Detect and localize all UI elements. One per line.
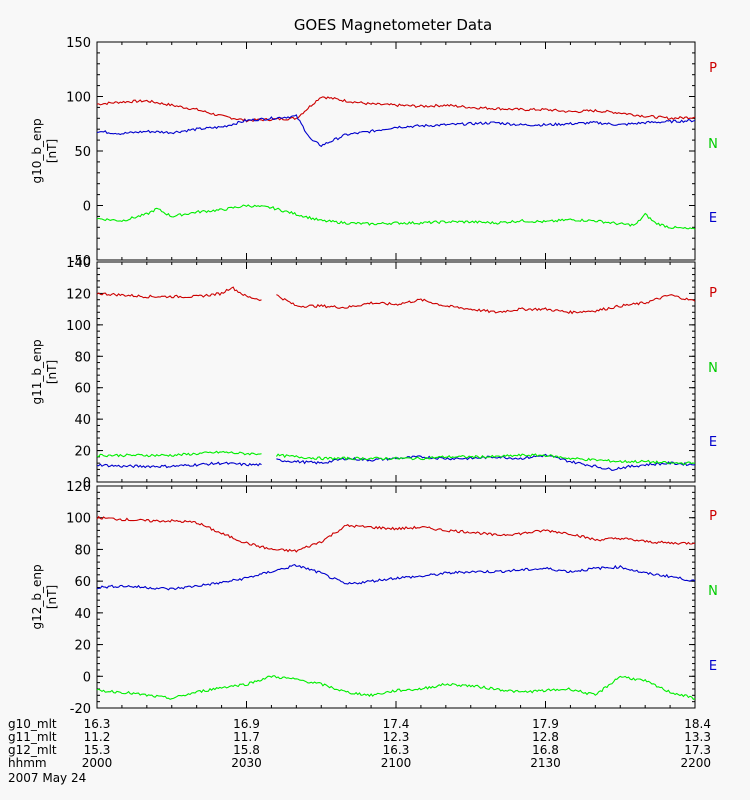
date-label: 2007 May 24 <box>8 771 86 785</box>
x-axis-info-rows: g10_mlt 16.3 16.9 17.4 17.9 18.4 g11_mlt 11.2 11… <box>8 717 711 770</box>
x-row-value: 2130 <box>530 756 561 770</box>
x-row-value: 17.4 <box>383 717 410 731</box>
panel-frame <box>96 485 696 709</box>
y-tick-label: 100 <box>66 512 91 527</box>
y-tick-label: 20 <box>74 445 91 460</box>
x-row-value: 15.8 <box>233 743 260 757</box>
x-row-g11_mlt: g11_mlt 11.2 11.7 12.3 12.8 13.3 <box>8 730 711 744</box>
y-axis-label: g10_b_enp <box>30 118 44 183</box>
y-tick-label: 80 <box>74 543 91 558</box>
y-axis-unit: [nT] <box>45 585 59 609</box>
panel-frame <box>96 261 696 483</box>
y-tick-label: 60 <box>74 575 91 590</box>
series-N-line <box>96 114 696 148</box>
y-axis-label: g12_b_enp <box>30 564 44 629</box>
x-row-g12_mlt: g12_mlt 15.3 15.8 16.3 16.8 17.3 <box>8 743 711 757</box>
series-E-line <box>96 675 696 700</box>
x-row-label: g11_mlt <box>8 730 57 744</box>
x-row-value: 15.3 <box>84 743 111 757</box>
x-row-value: 17.9 <box>532 717 559 731</box>
x-row-label: g10_mlt <box>8 717 57 731</box>
series-P-line <box>96 96 696 123</box>
legend-P: P <box>709 509 717 524</box>
panel-g11_b_enp: 0 20 40 60 80 100 120 140 g11_b_enp [nT] P N E <box>30 256 718 491</box>
x-row-value: 2100 <box>381 756 412 770</box>
legend-E: E <box>709 659 717 674</box>
x-row-value: 2030 <box>231 756 262 770</box>
y-tick-label: 0 <box>83 476 91 491</box>
y-tick-label: 140 <box>66 256 91 271</box>
y-axis-unit: [nT] <box>45 360 59 384</box>
x-row-value: 11.2 <box>84 730 111 744</box>
y-tick-label: 120 <box>66 287 91 302</box>
y-tick-label: 40 <box>74 607 91 622</box>
y-tick-label: 150 <box>66 36 91 51</box>
y-tick-label: 100 <box>66 319 91 334</box>
series-E-line <box>96 204 696 230</box>
y-axis-unit: [nT] <box>45 139 59 163</box>
x-row-value: 16.3 <box>84 717 111 731</box>
x-row-value: 16.3 <box>383 743 410 757</box>
x-row-value: 16.9 <box>233 717 260 731</box>
legend-N: N <box>708 137 718 152</box>
legend-N: N <box>708 361 718 376</box>
x-row-label: g12_mlt <box>8 743 57 757</box>
series-N-line <box>96 461 262 469</box>
x-row-value: 12.3 <box>383 730 410 744</box>
panel-g12_b_enp: -20 0 20 40 60 80 100 120 g12_b_enp [nT] P N E <box>30 480 718 717</box>
y-tick-label: 40 <box>74 413 91 428</box>
legend-N: N <box>708 584 718 599</box>
series-P-line <box>276 294 696 315</box>
x-row-value: 2200 <box>680 756 711 770</box>
series-E-line <box>96 450 262 458</box>
y-tick-label: -50 <box>70 254 91 269</box>
legend-E: E <box>709 435 717 450</box>
legend-P: P <box>709 286 717 301</box>
y-tick-label: 0 <box>83 670 91 685</box>
y-tick-label: 80 <box>74 350 91 365</box>
x-row-value: 12.8 <box>532 730 559 744</box>
y-axis-label: g11_b_enp <box>30 339 44 404</box>
x-row-value: 16.8 <box>532 743 559 757</box>
series-P-line <box>96 515 696 553</box>
y-tick-label: 0 <box>83 200 91 215</box>
y-tick-label: 50 <box>74 145 91 160</box>
legend-P: P <box>709 61 717 76</box>
legend-E: E <box>709 211 717 226</box>
x-row-value: 18.4 <box>684 717 711 731</box>
x-row-value: 2000 <box>82 756 113 770</box>
y-tick-label: -20 <box>70 702 91 717</box>
y-tick-label: 120 <box>66 480 91 495</box>
series-N-line <box>276 453 696 471</box>
y-tick-label: 20 <box>74 639 91 654</box>
x-row-hhmm: hhmm 2000 2030 2100 2130 2200 <box>8 756 711 770</box>
x-row-g10_mlt: g10_mlt 16.3 16.9 17.4 17.9 18.4 <box>8 717 711 731</box>
x-row-label: hhmm <box>8 756 47 770</box>
series-N-line <box>96 563 696 591</box>
panel-g10_b_enp: -50 0 50 100 150 g10_b_enp [nT] P N E <box>30 36 718 269</box>
x-row-value: 13.3 <box>684 730 711 744</box>
series-E-line <box>275 453 696 465</box>
panel-frame <box>96 41 696 261</box>
y-tick-label: 60 <box>74 382 91 397</box>
y-tick-label: 100 <box>66 91 91 106</box>
x-row-value: 11.7 <box>233 730 260 744</box>
x-row-value: 17.3 <box>684 743 711 757</box>
series-P-line <box>96 286 262 302</box>
chart-title: GOES Magnetometer Data <box>294 16 492 34</box>
